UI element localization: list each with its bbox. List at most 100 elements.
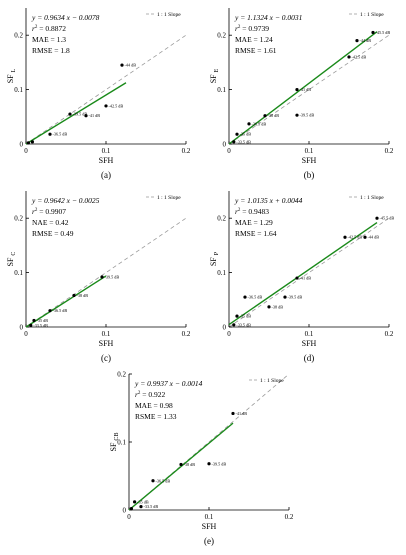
data-point-label: -39.5 dB [73,112,88,117]
r-squared-text: r2 = 0.9907 [32,207,66,216]
panel-caption: (b) [304,170,315,180]
legend-label: 1 : 1 Slope [157,195,181,201]
y-tick-label: 0 [223,141,227,149]
mae-text: MAE = 1.24 [235,35,273,44]
data-point-label: -39.5 dB [212,461,227,466]
data-point [48,309,52,313]
data-point [355,39,359,43]
chart-e-svg: 0 0.1 0.2 0 0.1 0.2 SFH SF CB -35 dB-33.5 dB -36.… [109,371,294,547]
x-axis-title: SFH [302,156,317,165]
x-tick-label: 0 [127,513,131,521]
data-point [243,295,247,299]
data-point [247,122,251,126]
data-point-label: -33.5 dB [236,322,251,327]
y-tick-label: 0 [20,324,24,332]
r-squared-text: r2 = 0.9739 [235,24,269,33]
y-tick-label: 0.1 [217,269,226,277]
y-axis-title: SF P [209,251,220,266]
x-tick-label: 0.2 [385,330,394,338]
data-point-label: -35 dB [240,314,252,319]
x-tick-label: 0 [24,330,28,338]
data-point-label: -36.5 dB [248,295,263,300]
data-point [375,216,379,220]
r-squared-exponent: 2 [238,208,241,213]
data-point-label: -39.5 dB [288,295,303,300]
y-tick-label: 0.1 [14,86,23,94]
y-tick-label: 0.2 [217,215,226,223]
regression-line [25,275,107,328]
data-point [347,55,351,59]
data-point-label: -39.5 dB [105,274,120,279]
rmse-text: RMSE = 0.49 [32,229,74,238]
rmse-text: RSME = 1.33 [135,412,177,421]
data-point [231,411,235,416]
data-point [207,462,211,466]
one-to-one-line [228,217,390,328]
panel-caption: (d) [304,353,315,363]
equation-text: y = 0.9642 x − 0.0025 [31,196,100,205]
r-squared-text: r2 = 0.9483 [235,207,269,216]
data-point-label: -45.5 dB [380,216,395,221]
r-squared-symbol: r [235,207,238,216]
rmse-text: RMSE = 1.8 [32,46,70,55]
data-point [232,323,236,327]
data-point [120,63,124,67]
y-axis-title-subscript: P [214,251,220,255]
legend-label: 1 : 1 Slope [260,378,284,384]
y-axis-title-main: SF [109,441,118,452]
y-tick-label: 0.1 [217,86,226,94]
r-squared-exponent: 2 [138,391,141,396]
data-point-label: -38 dB [184,462,196,467]
r-squared-text: r2 = 0.922 [135,390,166,399]
data-point [263,114,267,118]
r-squared-value: = 0.9739 [240,24,269,33]
x-axis-title: SFH [302,339,317,348]
data-point-label: -41 dB [236,411,248,416]
y-axis-title-subscript: L [11,68,17,72]
data-point-label: -44 dB [125,63,137,68]
panel-a: 0 0.1 0.2 0 0.1 0.2 SFH SF L -36.5 dB -39.5 dB -41… [0,0,203,183]
one-to-one-line [228,34,390,145]
data-point-label: -35 dB [37,318,49,323]
data-point [32,318,36,323]
y-axis-title: SF E [209,68,220,83]
x-tick-label: 0.1 [205,513,214,521]
data-point [68,112,72,116]
regression-line [25,82,127,145]
y-tick-label: 0.2 [117,371,126,379]
r-squared-text: r2 = 0.8872 [32,24,66,33]
r-squared-value: = 0.922 [140,390,165,399]
y-tick-label: 0 [223,324,227,332]
data-point-label: -36.5 dB [252,121,267,126]
equation-text: y = 0.9937 x − 0.0014 [134,379,203,388]
x-tick-label: 0.1 [102,330,111,338]
data-point [232,140,236,144]
r-squared-symbol: r [235,24,238,33]
y-axis-title-main: SF [6,72,15,83]
x-tick-label: 0.2 [182,147,191,155]
data-point-label: -38 dB [272,304,284,309]
chart-b-svg: 0 0.1 0.2 0 0.1 0.2 SFH SF E -33.5 dB -35 dB -36.5… [209,8,394,180]
data-point [283,295,287,299]
panel-caption: (e) [204,536,214,546]
chart-d-svg: 0 0.1 0.2 0 0.1 0.2 SFH SF P -33.5 dB -35 dB -36.5… [209,191,395,363]
x-tick-label: 0 [227,147,231,155]
x-axis-title: SFH [99,339,114,348]
data-point-label: -41 dB [300,276,312,281]
data-point-label: -33.5 dB [33,323,48,328]
data-point [363,235,367,239]
data-point-label: -41 dB [300,87,312,92]
legend-label: 1 : 1 Slope [360,12,384,18]
data-point [30,140,34,144]
data-point-label: -35 dB [240,132,252,137]
r-squared-exponent: 2 [238,25,241,30]
data-point-label: -44 dB [360,38,372,43]
one-to-one-line [25,217,187,328]
data-point-label: -38 dB [268,113,280,118]
y-tick-label: 0.2 [14,215,23,223]
data-point [235,314,239,318]
x-tick-label: 0.2 [285,513,294,521]
data-point [72,293,76,298]
data-point [179,462,183,467]
regression-line [228,222,378,326]
